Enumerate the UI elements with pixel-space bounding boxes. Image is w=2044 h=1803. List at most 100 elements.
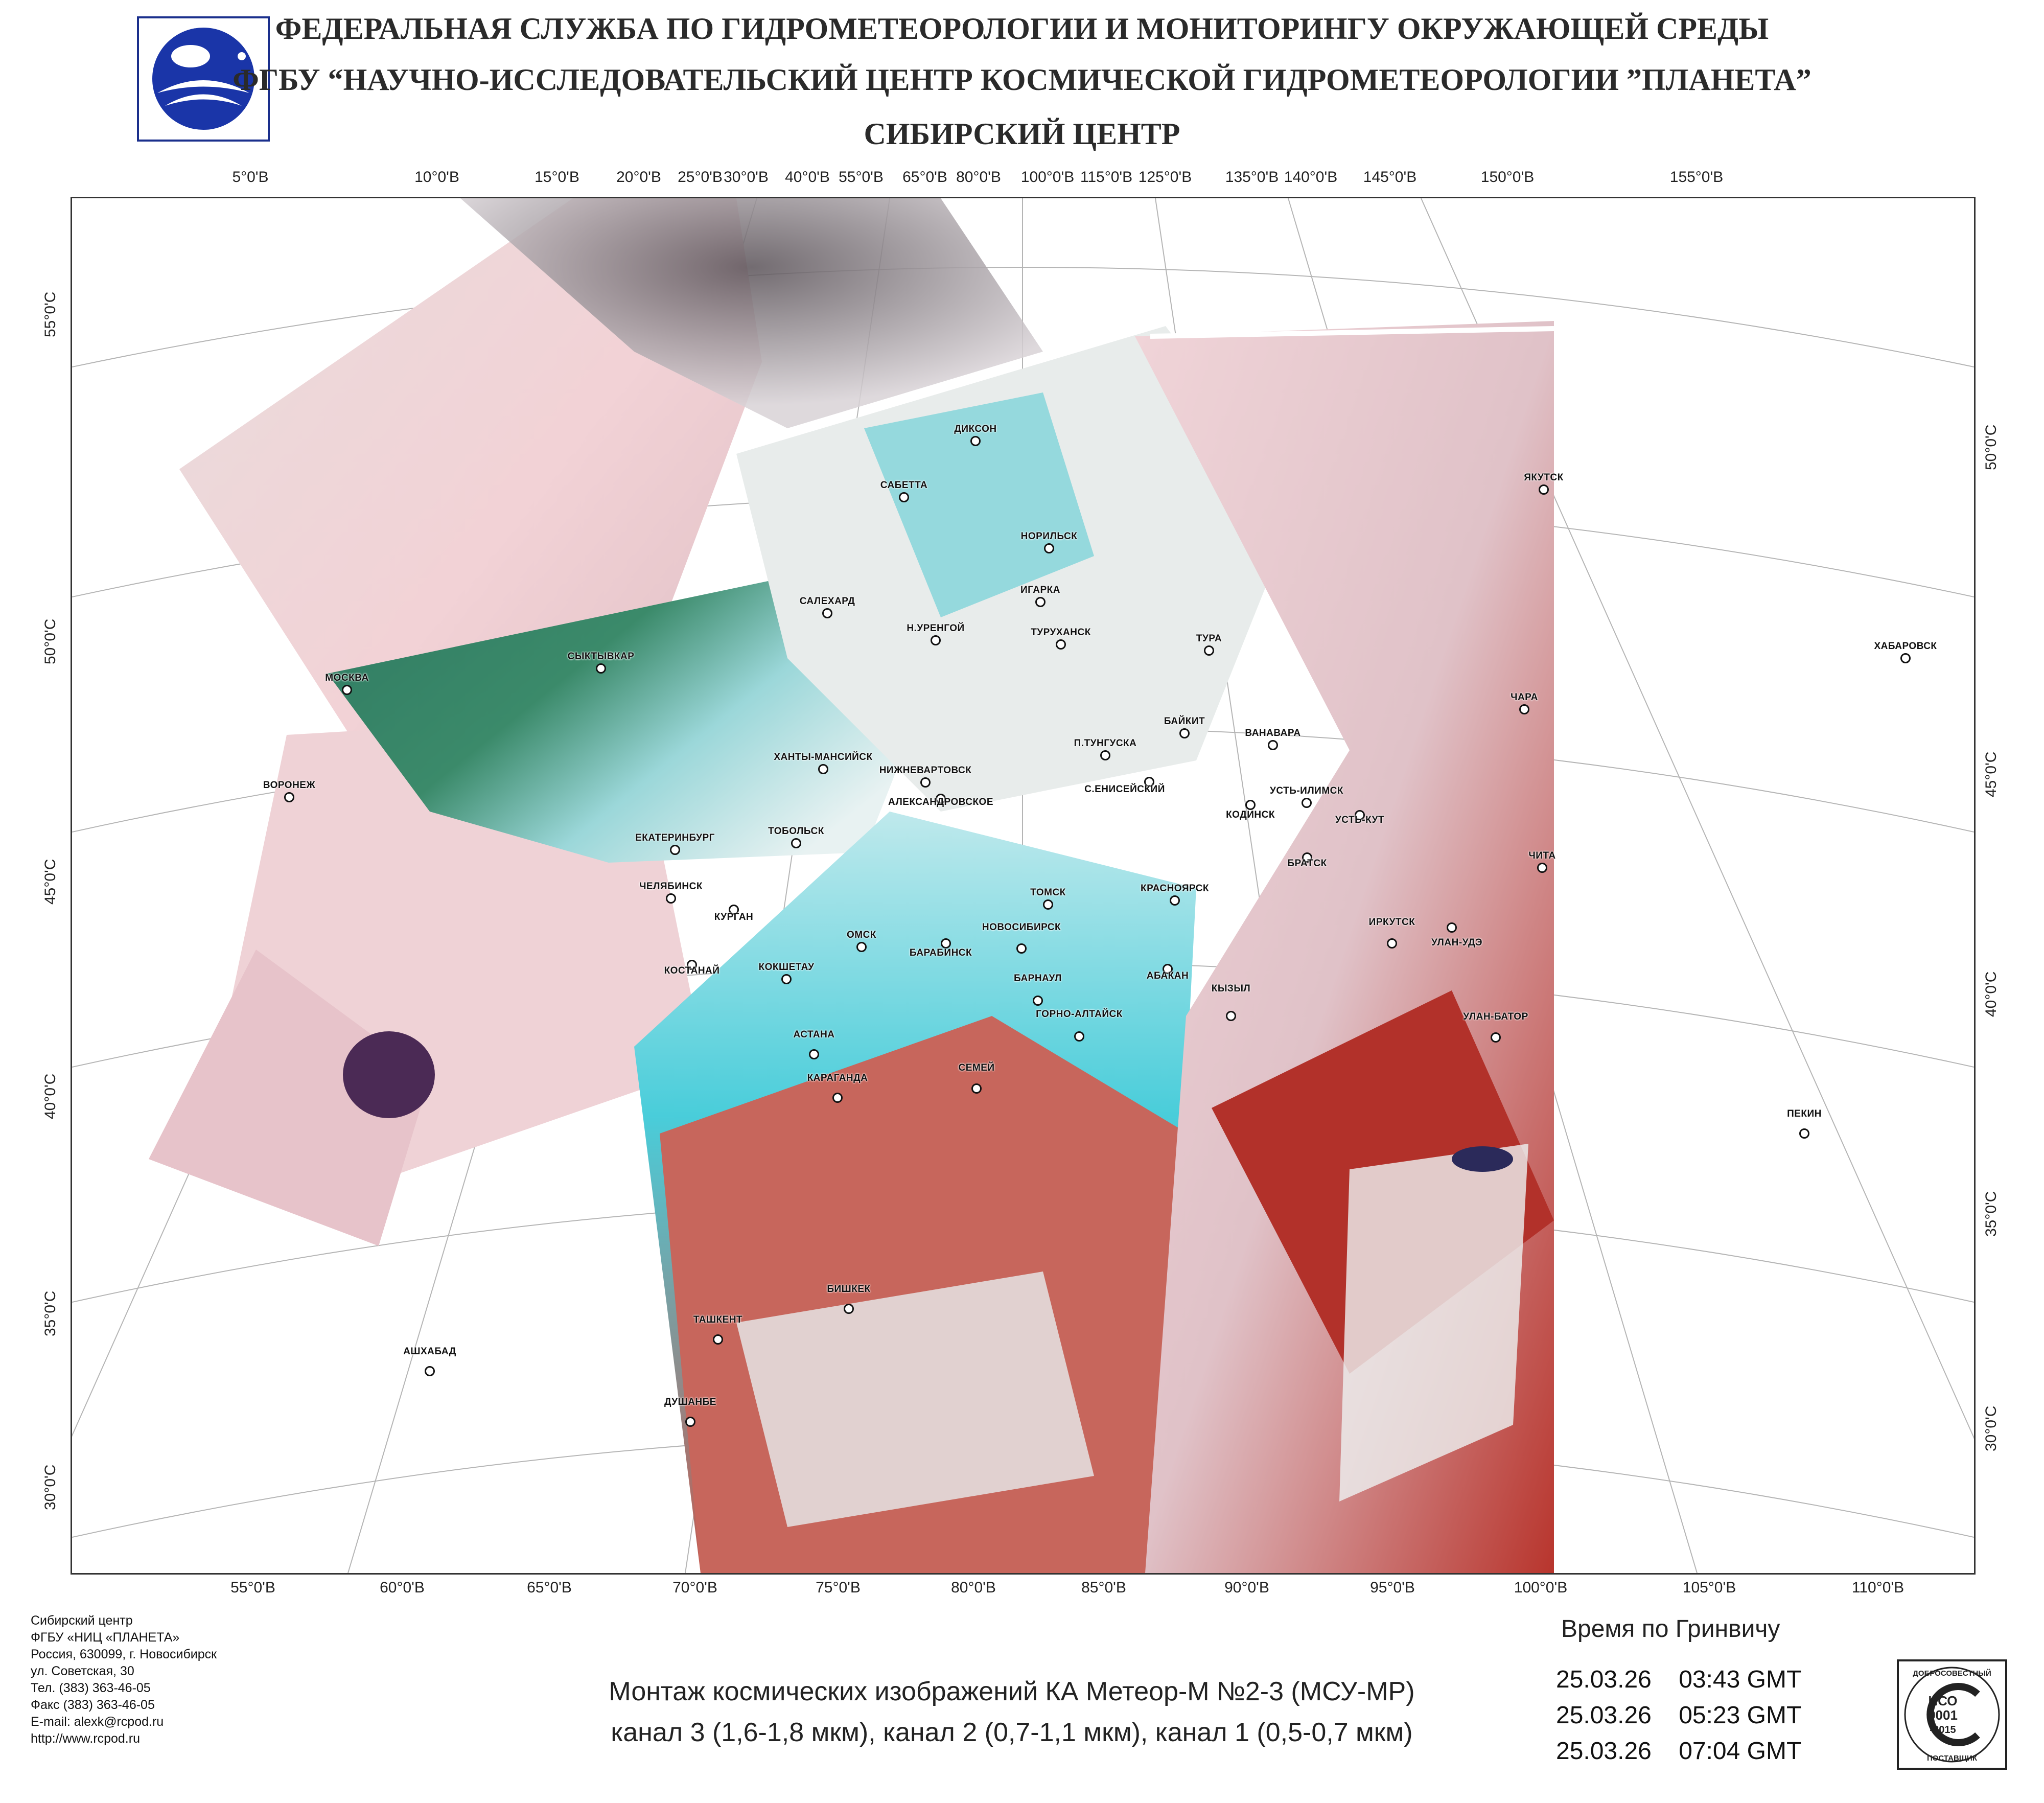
top-tick: 30°0'В: [724, 169, 769, 186]
satellite-montage: [72, 198, 1974, 1573]
planeta-logo: [137, 16, 270, 142]
gmt-entry: 25.03.26 07:04 GMT: [1556, 1738, 1802, 1765]
badge-iso-text: ИСО: [1928, 1693, 1957, 1708]
city-marker: [1539, 484, 1549, 495]
city-label: АШХАБАД: [403, 1346, 456, 1357]
image-caption: Монтаж космических изображений КА Метеор…: [516, 1671, 1507, 1753]
city-marker: [713, 1334, 723, 1345]
city-marker: [666, 893, 676, 904]
top-tick: 5°0'В: [232, 169, 269, 186]
top-tick: 10°0'В: [414, 169, 459, 186]
badge-iso-number: 9001: [1928, 1707, 1958, 1723]
satellite-map[interactable]: ДИКСОН САБЕТТА НОРИЛЬСК ИГАРКА САЛЕХАРД …: [71, 197, 1976, 1575]
city-label: КРАСНОЯРСК: [1141, 883, 1209, 894]
top-tick: 125°0'В: [1138, 169, 1192, 186]
city-label: ИГАРКА: [1020, 585, 1060, 595]
city-label: ЧИТА: [1528, 850, 1556, 861]
right-tick: 45°0'С: [1983, 751, 2000, 797]
city-label: АЛЕКСАНДРОВСКОЕ: [888, 797, 993, 807]
contact-website[interactable]: http://www.rcpod.ru: [31, 1731, 140, 1746]
top-tick: 100°0'В: [1020, 169, 1075, 186]
city-label: НОВОСИБИРСК: [982, 922, 1061, 933]
city-label: БАЙКИТ: [1164, 716, 1205, 727]
city-marker: [1900, 653, 1911, 663]
badge-bottom-text: ПОСТАВЩИК: [1927, 1754, 1978, 1763]
top-tick: 140°0'В: [1284, 169, 1338, 186]
city-label: САБЕТТА: [880, 480, 928, 491]
contact-line: Сибирский центр: [31, 1613, 133, 1628]
city-label: БРАТСК: [1287, 858, 1327, 869]
contact-line: ФГБУ «НИЦ «ПЛАНЕТА»: [31, 1630, 180, 1645]
city-label: УСТЬ-ИЛИМСК: [1270, 785, 1343, 796]
city-marker: [791, 838, 801, 848]
city-label: ВАНАВАРА: [1245, 728, 1301, 738]
city-label: УЛАН-УДЭ: [1431, 937, 1483, 948]
contact-line: Россия, 630099, г. Новосибирск: [31, 1647, 217, 1661]
city-label: БАРНАУЛ: [1014, 973, 1062, 984]
city-label: СЕМЕЙ: [958, 1062, 995, 1073]
header-title-1: ФЕДЕРАЛЬНАЯ СЛУЖБА ПО ГИДРОМЕТЕОРОЛОГИИ …: [275, 12, 1769, 45]
left-tick: 30°0'С: [42, 1464, 59, 1510]
city-label: КОСТАНАЙ: [664, 965, 720, 976]
city-label: П.ТУНГУСКА: [1074, 738, 1137, 749]
city-marker: [970, 436, 981, 446]
top-tick: 40°0'В: [785, 169, 830, 186]
bottom-tick: 70°0'В: [672, 1579, 717, 1596]
city-label: ЧАРА: [1511, 692, 1538, 703]
city-marker: [818, 764, 828, 774]
city-label: Н.УРЕНГОЙ: [907, 623, 965, 634]
city-marker: [687, 960, 697, 970]
city-marker: [936, 794, 946, 804]
top-tick: 115°0'В: [1080, 169, 1133, 186]
bottom-tick: 60°0'В: [380, 1579, 425, 1596]
top-tick: 80°0'В: [956, 169, 1001, 186]
city-marker: [1056, 639, 1066, 650]
city-marker: [1447, 922, 1457, 933]
city-marker: [425, 1366, 435, 1376]
city-marker: [971, 1083, 982, 1094]
left-tick: 40°0'С: [42, 1073, 59, 1119]
city-marker: [1491, 1032, 1501, 1043]
city-label: ТОБОЛЬСК: [768, 826, 824, 837]
city-marker: [1245, 800, 1256, 810]
gmt-entry: 25.03.26 05:23 GMT: [1556, 1702, 1802, 1729]
city-marker: [1170, 895, 1180, 906]
city-label: КАРАГАНДА: [807, 1073, 868, 1083]
right-tick: 35°0'С: [1983, 1191, 2000, 1237]
badge-top-text: ДОБРОСОВЕСТНЫЙ: [1913, 1669, 1991, 1678]
caption-line-1: Монтаж космических изображений КА Метеор…: [609, 1677, 1415, 1706]
city-label: ТАШКЕНТ: [693, 1314, 743, 1325]
city-label: ТУРУХАНСК: [1031, 627, 1091, 638]
city-marker: [1035, 597, 1046, 607]
city-marker: [1100, 750, 1110, 760]
city-label: УЛАН-БАТОР: [1463, 1011, 1528, 1022]
city-label: КОКШЕТАУ: [758, 962, 815, 973]
city-label: САЛЕХАРД: [799, 596, 855, 607]
city-marker: [832, 1093, 843, 1103]
city-marker: [1204, 645, 1214, 656]
city-marker: [284, 792, 294, 802]
city-marker: [1519, 704, 1529, 714]
bottom-tick: 85°0'В: [1081, 1579, 1126, 1596]
top-tick: 65°0'В: [902, 169, 947, 186]
city-marker: [1179, 728, 1190, 738]
city-label: БИШКЕК: [827, 1284, 871, 1295]
contact-email[interactable]: E-mail: alexk@rcpod.ru: [31, 1715, 164, 1729]
city-label: ХАНТЫ-МАНСИЙСК: [774, 752, 873, 762]
city-marker: [941, 938, 951, 949]
header-title-2: ФГБУ “НАУЧНО-ИССЛЕДОВАТЕЛЬСКИЙ ЦЕНТР КОС…: [233, 63, 1811, 97]
city-label: БАРАБИНСК: [909, 947, 972, 958]
right-tick: 30°0'С: [1983, 1405, 2000, 1451]
city-marker: [1043, 899, 1053, 910]
city-label: ДИКСОН: [954, 424, 997, 434]
city-label: С.ЕНИСЕЙСКИЙ: [1084, 784, 1165, 795]
top-tick: 55°0'В: [839, 169, 884, 186]
city-label: ВОРОНЕЖ: [263, 780, 316, 791]
gmt-title: Время по Гринвичу: [1561, 1615, 1780, 1643]
top-tick: 15°0'В: [535, 169, 579, 186]
city-marker: [1033, 996, 1043, 1006]
city-label: НИЖНЕВАРТОВСК: [879, 765, 972, 776]
bottom-tick: 95°0'В: [1370, 1579, 1415, 1596]
city-marker: [685, 1417, 695, 1427]
city-label: ЧЕЛЯБИНСК: [639, 881, 703, 892]
